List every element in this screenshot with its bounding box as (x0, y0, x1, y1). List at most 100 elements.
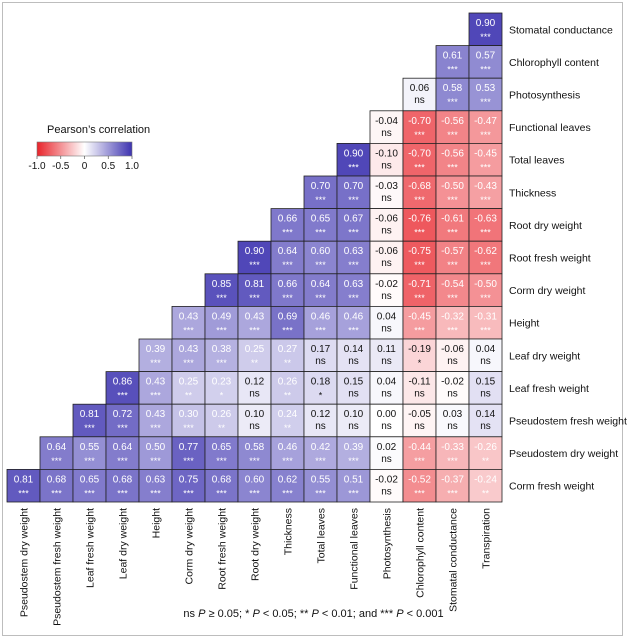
cell-value-label: 0.90 (476, 18, 496, 29)
heatmap-cell: 0.42 *** (303, 436, 338, 470)
cell-value-label: 0.72 (113, 409, 133, 420)
heatmap-cell: 0.30 *** (171, 403, 206, 438)
heatmap-cell: 0.64 *** (303, 273, 338, 307)
legend-title: Pearson’s correlation (47, 124, 150, 136)
cell-value-label: -0.37 (441, 474, 464, 485)
row-label: Root fresh weight (509, 253, 591, 265)
cell-value-label: -0.70 (408, 148, 431, 159)
column-label: Chlorophyll content (415, 508, 427, 598)
cell-fill (303, 175, 338, 209)
cell-fill (237, 436, 272, 470)
heatmap-cell: 0.68 *** (105, 468, 140, 503)
cell-fill (270, 208, 305, 242)
cell-significance-label: ns (381, 356, 392, 367)
colorbar-tick-label: -1.0 (28, 161, 46, 172)
heatmap-cell: -0.26 ** (468, 436, 503, 470)
heatmap-cell: 0.67 *** (336, 208, 371, 242)
heatmap-cell: 0.46 *** (303, 305, 338, 340)
cell-significance-label: *** (348, 488, 359, 498)
heatmap-cell: 0.63 *** (336, 273, 371, 307)
cell-value-label: 0.14 (344, 344, 364, 355)
cell-value-label: 0.65 (212, 442, 232, 453)
cell-value-label: 0.10 (344, 409, 364, 420)
cell-fill (138, 468, 173, 503)
cell-value-label: 0.02 (377, 442, 397, 453)
cell-fill (204, 436, 239, 470)
cell-fill (171, 403, 206, 438)
cell-value-label: 0.81 (80, 409, 100, 420)
cell-fill (270, 436, 305, 470)
cell-value-label: 0.04 (476, 344, 496, 355)
cell-fill (105, 468, 140, 503)
cell-fill (369, 371, 404, 405)
cell-fill (435, 305, 470, 340)
heatmap-cell: -0.70 *** (402, 142, 437, 177)
heatmap-cell: 0.72 *** (105, 403, 140, 438)
heatmap-cell: -0.44 *** (402, 436, 437, 470)
cell-value-label: -0.02 (441, 377, 464, 388)
cell-value-label: 0.90 (344, 148, 364, 159)
cell-value-label: -0.56 (441, 116, 464, 127)
row-label: Root dry weight (509, 220, 582, 232)
cell-significance-label: *** (216, 488, 227, 498)
cell-significance-label: ns (315, 356, 326, 367)
colorbar (36, 141, 133, 157)
cell-value-label: 0.75 (179, 474, 199, 485)
column-label: Photosynthesis (382, 508, 394, 579)
heatmap-cell: 0.65 *** (303, 208, 338, 242)
footnote-threshold: < 0.01; and *** (318, 608, 397, 620)
cell-value-label: 0.86 (113, 377, 133, 388)
row-label: Corm dry weight (509, 285, 586, 297)
cell-value-label: 0.11 (377, 344, 396, 355)
cell-value-label: 0.18 (311, 377, 331, 388)
cell-significance-label: *** (150, 358, 161, 368)
cell-significance-label: * (418, 358, 422, 368)
heatmap-cell: -0.56 *** (435, 142, 470, 177)
cell-significance-label: *** (315, 325, 326, 335)
column-label: Transpiration (481, 508, 493, 569)
cell-significance-label: *** (282, 293, 293, 303)
cell-value-label: -0.63 (474, 214, 497, 225)
cell-value-label: -0.02 (375, 474, 398, 485)
heatmap-cell: -0.71 *** (402, 273, 437, 307)
heatmap-cell: 0.68 *** (39, 468, 74, 503)
cell-fill (171, 371, 206, 405)
cell-value-label: -0.10 (375, 148, 398, 159)
cell-fill (468, 175, 503, 209)
cell-fill (336, 436, 371, 470)
heatmap-cell: 0.68 *** (204, 468, 239, 503)
column-label: Root dry weight (250, 508, 262, 581)
cell-value-label: 0.70 (311, 181, 331, 192)
heatmap-cell: -0.45 *** (468, 142, 503, 177)
heatmap-cell: 0.27 ** (270, 338, 305, 372)
heatmap-cell: -0.63 *** (468, 208, 503, 242)
cell-value-label: 0.60 (311, 246, 331, 257)
heatmap-cell: 0.60 *** (237, 468, 272, 503)
row-label: Functional leaves (509, 122, 591, 134)
cell-significance-label: ns (381, 160, 392, 171)
cell-value-label: 0.69 (278, 311, 298, 322)
heatmap-cell: 0.25 ** (237, 338, 272, 372)
heatmap-cells: 0.90***0.61***0.57***0.06ns0.58***0.53**… (6, 12, 503, 503)
cell-significance-label: ns (447, 421, 458, 432)
cell-significance-label: *** (315, 488, 326, 498)
cell-fill (303, 468, 338, 503)
cell-fill (204, 338, 239, 372)
cell-fill (402, 468, 437, 503)
cell-value-label: 0.12 (245, 377, 265, 388)
heatmap-cell: 0.24 ** (270, 403, 305, 438)
colorbar-tick-label: -0.5 (52, 161, 70, 172)
cell-fill (270, 240, 305, 275)
cell-value-label: 0.17 (311, 344, 331, 355)
cell-value-label: 0.46 (344, 311, 364, 322)
cell-significance-label: *** (414, 456, 425, 466)
heatmap-cell: -0.76 *** (402, 208, 437, 242)
cell-significance-label: *** (150, 391, 161, 401)
cell-value-label: 0.64 (311, 279, 331, 290)
row-label: Height (509, 318, 539, 330)
cell-value-label: -0.02 (375, 279, 398, 290)
heatmap-cell: 0.81 *** (72, 403, 107, 438)
